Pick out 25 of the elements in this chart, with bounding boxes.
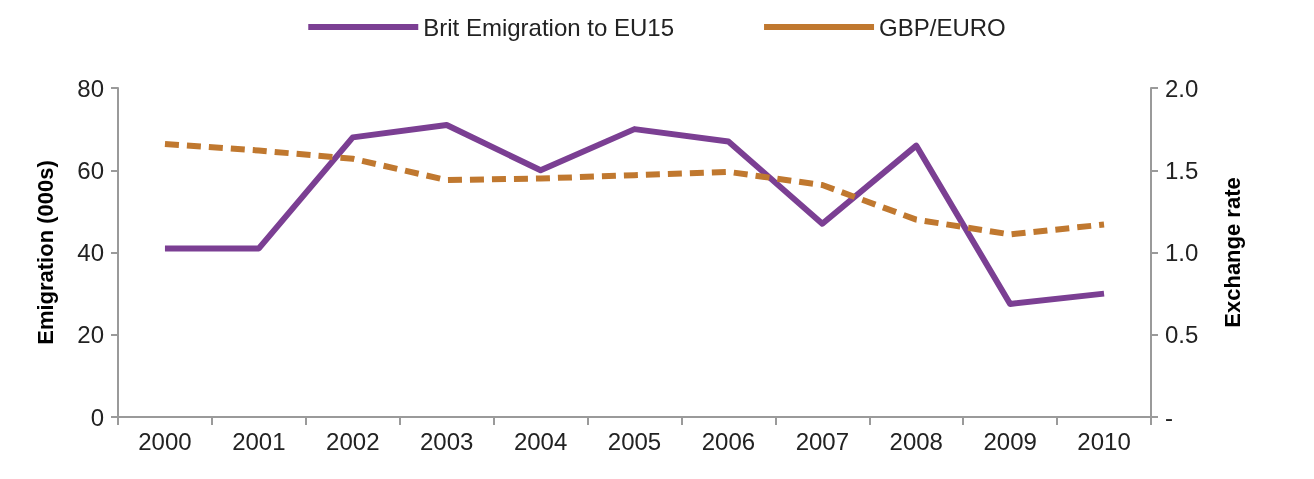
y-tick-label: 40 (77, 239, 104, 266)
legend-label: GBP/EURO (879, 13, 1006, 41)
x-tick-label: 2008 (889, 427, 943, 455)
y2-tick-label: 2.0 (1165, 74, 1199, 102)
legend-label: Brit Emigration to EU15 (423, 13, 675, 41)
y2-tick-label: 1.0 (1165, 239, 1199, 266)
y2-tick-label: - (1165, 403, 1173, 431)
x-tick-label: 2000 (138, 427, 192, 455)
y2-tick-label: 0.5 (1165, 321, 1199, 349)
y-tick-label: 20 (77, 321, 104, 349)
x-tick-label: 2009 (983, 427, 1037, 455)
x-tick-label: 2006 (701, 427, 756, 455)
y2-tick-label: 1.5 (1165, 156, 1199, 184)
y-tick-label: 80 (77, 74, 104, 102)
x-tick-label: 2003 (419, 427, 474, 455)
x-tick-label: 2004 (513, 427, 568, 455)
y-axis-title: Emigration (000s) (32, 160, 58, 345)
y2-axis-title: Exchange rate (1219, 177, 1245, 328)
x-tick-label: 2010 (1077, 427, 1131, 455)
x-tick-label: 2002 (326, 427, 380, 455)
x-tick-label: 2007 (795, 427, 850, 455)
y-tick-label: 60 (77, 156, 104, 184)
x-tick-label: 2001 (232, 427, 286, 455)
x-tick-label: 2005 (607, 427, 662, 455)
y-tick-label: 0 (90, 403, 104, 431)
